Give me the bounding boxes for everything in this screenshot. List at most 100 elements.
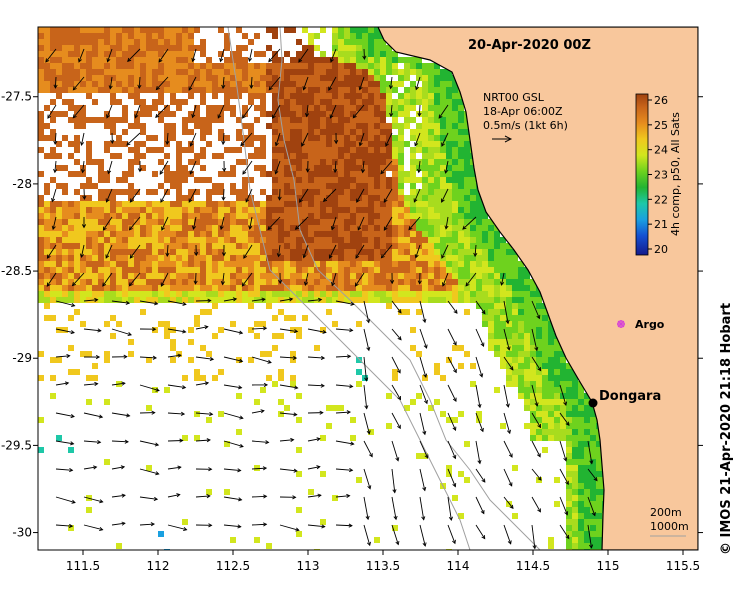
sst-pixel xyxy=(578,471,584,477)
sst-pixel xyxy=(434,249,440,255)
sst-pixel xyxy=(80,351,86,357)
sst-pixel xyxy=(266,219,272,225)
sst-pixel xyxy=(338,63,344,69)
sst-pixel xyxy=(434,291,440,297)
sst-pixel xyxy=(242,57,248,63)
sst-pixel xyxy=(332,405,338,411)
sst-pixel xyxy=(86,255,92,261)
current-arrow-icon xyxy=(305,160,310,173)
sst-pixel xyxy=(572,513,578,519)
sst-pixel xyxy=(296,297,302,303)
sst-pixel xyxy=(326,291,332,297)
sst-pixel xyxy=(278,87,284,93)
sst-pixel xyxy=(98,51,104,57)
sst-pixel xyxy=(260,141,266,147)
sst-pixel xyxy=(110,123,116,129)
sst-pixel xyxy=(122,201,128,207)
sst-pixel xyxy=(512,261,518,267)
sst-pixel xyxy=(80,27,86,33)
current-arrow-icon xyxy=(111,328,132,337)
sst-pixel xyxy=(158,225,164,231)
sst-pixel xyxy=(272,171,278,177)
sst-pixel xyxy=(68,33,74,39)
sst-pixel xyxy=(446,261,452,267)
sst-pixel xyxy=(116,57,122,63)
sst-pixel xyxy=(326,63,332,69)
sst-pixel xyxy=(548,327,554,333)
current-arrow-icon xyxy=(47,104,57,119)
sst-pixel xyxy=(86,267,92,273)
sst-pixel xyxy=(218,201,224,207)
sst-pixel xyxy=(476,291,482,297)
sst-pixel xyxy=(200,201,206,207)
sst-pixel xyxy=(374,273,380,279)
sst-pixel xyxy=(590,411,596,417)
sst-pixel xyxy=(578,477,584,483)
sst-pixel xyxy=(386,207,392,213)
sst-pixel xyxy=(44,33,50,39)
sst-pixel xyxy=(512,339,518,345)
sst-pixel xyxy=(350,69,356,75)
sst-pixel xyxy=(236,195,242,201)
sst-pixel xyxy=(326,177,332,183)
sst-pixel xyxy=(224,99,230,105)
sst-pixel xyxy=(302,81,308,87)
sst-pixel xyxy=(164,327,170,333)
sst-pixel xyxy=(446,99,452,105)
sst-pixel xyxy=(458,177,464,183)
sst-pixel xyxy=(182,171,188,177)
sst-pixel xyxy=(176,279,182,285)
sst-pixel xyxy=(86,33,92,39)
sst-pixel xyxy=(188,231,194,237)
sst-pixel xyxy=(338,129,344,135)
sst-pixel xyxy=(254,105,260,111)
sst-pixel xyxy=(500,339,506,345)
sst-pixel xyxy=(488,273,494,279)
sst-pixel xyxy=(272,195,278,201)
sst-pixel xyxy=(206,129,212,135)
current-arrow-icon xyxy=(111,465,126,470)
sst-pixel xyxy=(584,405,590,411)
current-arrow-icon xyxy=(223,412,244,420)
sst-pixel xyxy=(332,159,338,165)
sst-pixel xyxy=(290,123,296,129)
current-arrow-icon xyxy=(358,132,365,147)
sst-pixel xyxy=(338,75,344,81)
sst-pixel xyxy=(170,219,176,225)
sst-pixel xyxy=(398,207,404,213)
sst-pixel xyxy=(242,105,248,111)
sst-pixel xyxy=(398,165,404,171)
sst-pixel xyxy=(116,153,122,159)
sst-pixel xyxy=(338,135,344,141)
sst-pixel xyxy=(62,99,68,105)
sst-pixel xyxy=(326,117,332,123)
sst-pixel xyxy=(446,285,452,291)
colorbar-label: 4h comp, p50, All Sats xyxy=(669,112,682,236)
sst-pixel xyxy=(446,123,452,129)
sst-pixel xyxy=(380,51,386,57)
sst-pixel xyxy=(170,261,176,267)
sst-pixel xyxy=(188,339,194,345)
sst-pixel xyxy=(278,237,284,243)
sst-pixel xyxy=(464,267,470,273)
sst-pixel xyxy=(482,285,488,291)
current-arrow-icon xyxy=(247,48,253,62)
sst-pixel xyxy=(200,165,206,171)
sst-pixel xyxy=(224,291,230,297)
sst-pixel xyxy=(542,417,548,423)
sst-pixel xyxy=(398,153,404,159)
sst-pixel xyxy=(182,255,188,261)
sst-pixel xyxy=(248,255,254,261)
sst-pixel xyxy=(566,537,572,543)
sst-pixel xyxy=(68,141,74,147)
plot-frame xyxy=(37,26,699,551)
sst-pixel xyxy=(338,189,344,195)
sst-pixel xyxy=(578,531,584,537)
sst-pixel xyxy=(116,255,122,261)
sst-pixel xyxy=(110,243,116,249)
current-arrow-icon xyxy=(193,272,198,285)
sst-pixel xyxy=(44,201,50,207)
current-arrow-icon xyxy=(363,356,369,382)
sst-pixel xyxy=(380,69,386,75)
sst-pixel xyxy=(206,87,212,93)
